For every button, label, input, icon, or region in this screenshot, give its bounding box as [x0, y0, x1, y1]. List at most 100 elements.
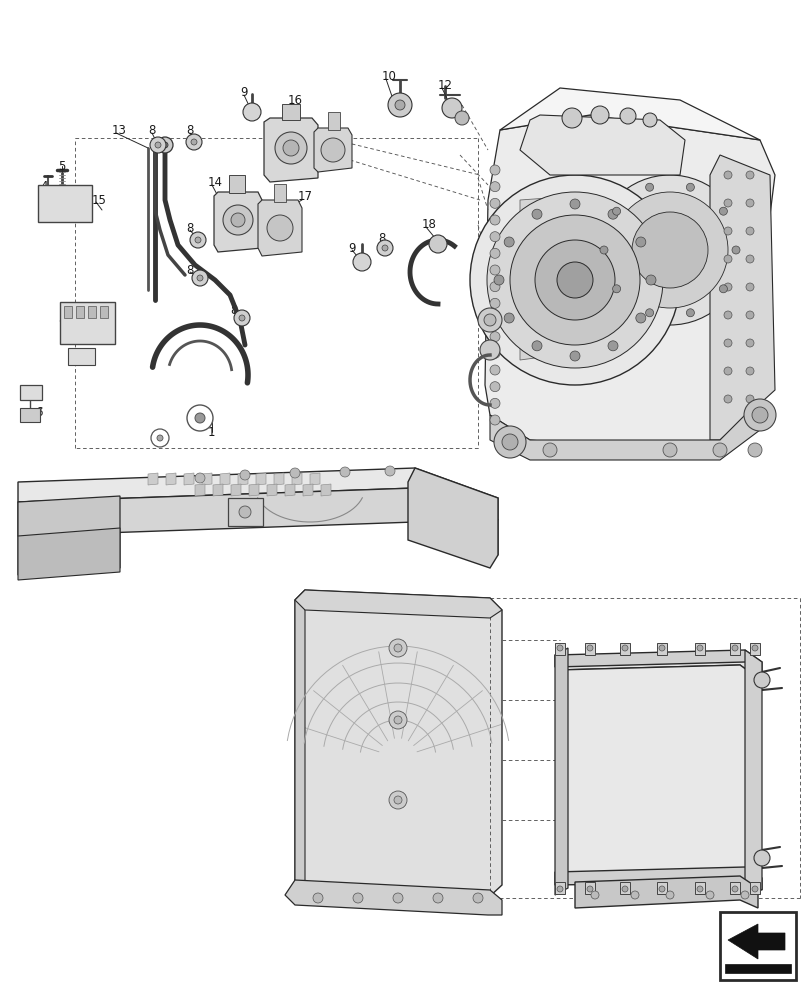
- Text: 8: 8: [186, 263, 193, 276]
- Bar: [281, 104, 299, 120]
- Circle shape: [151, 429, 169, 447]
- Circle shape: [611, 207, 620, 215]
- Text: 9: 9: [348, 241, 355, 254]
- Bar: [228, 498, 263, 526]
- Circle shape: [320, 138, 345, 162]
- Circle shape: [353, 893, 363, 903]
- Circle shape: [635, 237, 645, 247]
- Circle shape: [631, 212, 707, 288]
- Circle shape: [381, 245, 388, 251]
- Circle shape: [723, 227, 731, 235]
- Circle shape: [509, 215, 639, 345]
- Text: 5: 5: [58, 160, 66, 173]
- Circle shape: [234, 310, 250, 326]
- Circle shape: [238, 315, 245, 321]
- Circle shape: [696, 645, 702, 651]
- Circle shape: [751, 407, 767, 423]
- Circle shape: [753, 850, 769, 866]
- Bar: [584, 643, 594, 655]
- Polygon shape: [554, 650, 761, 672]
- Circle shape: [157, 137, 173, 153]
- Circle shape: [723, 395, 731, 403]
- Polygon shape: [148, 473, 158, 485]
- Text: 17: 17: [298, 190, 312, 204]
- Circle shape: [745, 339, 753, 347]
- Circle shape: [197, 275, 203, 281]
- Polygon shape: [500, 88, 759, 140]
- Circle shape: [388, 711, 406, 729]
- Text: 8: 8: [186, 222, 193, 234]
- Circle shape: [504, 237, 513, 247]
- Circle shape: [432, 893, 443, 903]
- Circle shape: [534, 240, 614, 320]
- Circle shape: [240, 470, 250, 480]
- Polygon shape: [489, 400, 759, 460]
- Text: 13: 13: [112, 124, 127, 137]
- Polygon shape: [557, 655, 757, 678]
- Circle shape: [312, 893, 323, 903]
- Circle shape: [751, 645, 757, 651]
- Circle shape: [723, 367, 731, 375]
- Circle shape: [388, 791, 406, 809]
- Circle shape: [723, 311, 731, 319]
- Circle shape: [753, 672, 769, 688]
- Circle shape: [195, 413, 204, 423]
- Bar: [729, 643, 739, 655]
- Bar: [694, 882, 704, 894]
- Polygon shape: [709, 155, 774, 440]
- Circle shape: [479, 340, 500, 360]
- Polygon shape: [294, 590, 501, 618]
- Circle shape: [489, 332, 500, 342]
- Bar: [620, 643, 629, 655]
- Circle shape: [470, 175, 679, 385]
- Bar: [656, 882, 666, 894]
- Polygon shape: [303, 484, 312, 496]
- Circle shape: [696, 886, 702, 892]
- Circle shape: [556, 645, 562, 651]
- Circle shape: [489, 365, 500, 375]
- Polygon shape: [184, 473, 194, 485]
- Polygon shape: [554, 867, 761, 890]
- Circle shape: [743, 399, 775, 431]
- Circle shape: [723, 199, 731, 207]
- Polygon shape: [267, 484, 277, 496]
- Circle shape: [489, 282, 500, 292]
- Polygon shape: [727, 924, 784, 959]
- Circle shape: [645, 183, 653, 191]
- Bar: [656, 643, 666, 655]
- Bar: [620, 882, 629, 894]
- Circle shape: [242, 103, 260, 121]
- Bar: [554, 882, 564, 894]
- Bar: [76, 306, 84, 318]
- Circle shape: [556, 886, 562, 892]
- Circle shape: [478, 308, 501, 332]
- Circle shape: [353, 253, 371, 271]
- Polygon shape: [519, 115, 684, 175]
- Polygon shape: [258, 200, 302, 256]
- Circle shape: [745, 255, 753, 263]
- Circle shape: [621, 886, 627, 892]
- Circle shape: [731, 246, 739, 254]
- Circle shape: [723, 255, 731, 263]
- Circle shape: [531, 341, 541, 351]
- Circle shape: [645, 309, 653, 317]
- Circle shape: [745, 395, 753, 403]
- Circle shape: [723, 171, 731, 179]
- Circle shape: [685, 183, 693, 191]
- Circle shape: [190, 232, 206, 248]
- Circle shape: [489, 382, 500, 392]
- Text: 9: 9: [240, 86, 247, 99]
- Circle shape: [751, 886, 757, 892]
- Circle shape: [489, 315, 500, 325]
- Circle shape: [489, 298, 500, 308]
- Circle shape: [340, 467, 350, 477]
- Circle shape: [428, 235, 446, 253]
- Polygon shape: [273, 473, 284, 485]
- Circle shape: [195, 473, 204, 483]
- Bar: [749, 882, 759, 894]
- Circle shape: [489, 348, 500, 358]
- Bar: [719, 912, 795, 980]
- Polygon shape: [484, 115, 774, 455]
- Polygon shape: [165, 473, 176, 485]
- Circle shape: [731, 886, 737, 892]
